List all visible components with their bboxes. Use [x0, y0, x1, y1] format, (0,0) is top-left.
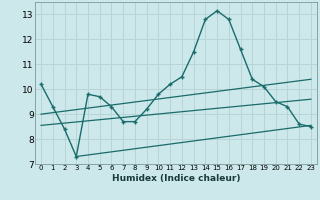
X-axis label: Humidex (Indice chaleur): Humidex (Indice chaleur): [112, 174, 240, 183]
